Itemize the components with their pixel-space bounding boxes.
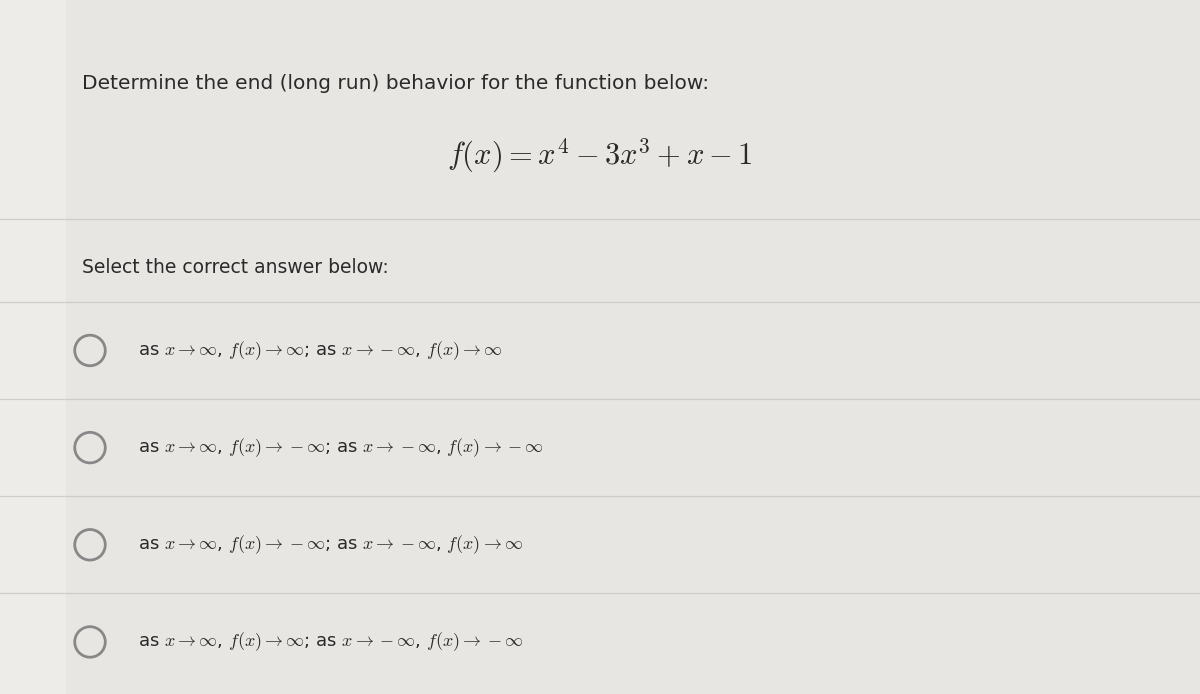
FancyBboxPatch shape xyxy=(0,0,66,694)
Text: as $x \rightarrow \infty$, $f(x) \rightarrow -\infty$; as $x \rightarrow -\infty: as $x \rightarrow \infty$, $f(x) \righta… xyxy=(138,437,544,459)
Text: as $x \rightarrow \infty$, $f(x) \rightarrow \infty$; as $x \rightarrow -\infty$: as $x \rightarrow \infty$, $f(x) \righta… xyxy=(138,339,503,362)
Text: as $x \rightarrow \infty$, $f(x) \rightarrow \infty$; as $x \rightarrow -\infty$: as $x \rightarrow \infty$, $f(x) \righta… xyxy=(138,631,523,653)
Text: $f(x) = x^4 - 3x^3 + x - 1$: $f(x) = x^4 - 3x^3 + x - 1$ xyxy=(448,137,752,176)
Text: Select the correct answer below:: Select the correct answer below: xyxy=(82,257,389,277)
Text: as $x \rightarrow \infty$, $f(x) \rightarrow -\infty$; as $x \rightarrow -\infty: as $x \rightarrow \infty$, $f(x) \righta… xyxy=(138,534,523,556)
Text: Determine the end (long run) behavior for the function below:: Determine the end (long run) behavior fo… xyxy=(82,74,709,93)
